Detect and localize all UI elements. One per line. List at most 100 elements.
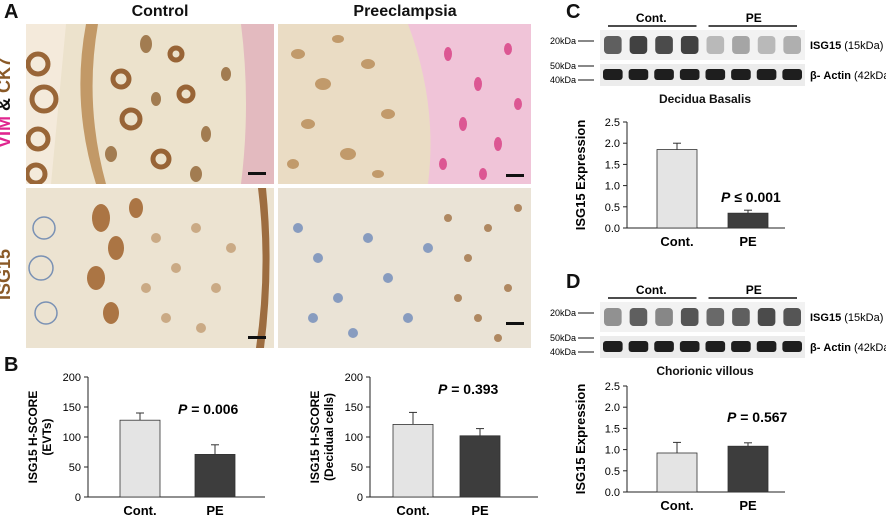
scale-bar [248,172,266,175]
y-axis-label: ISG15 Expression [573,120,588,231]
bar-pe [194,454,236,498]
p-value-annotation: P = 0.567 [727,409,788,425]
bar-pe [727,212,769,229]
isg15-band [757,308,776,326]
isg15-band [732,36,750,54]
y-tick-label: 100 [63,432,81,444]
category-label: Cont. [396,503,429,518]
micrograph-control-isg15 [26,188,274,348]
actin-band [756,341,777,352]
chart-d: 0.0 0.5 1.0 1.5 2.0 2.5 ISG15 Expression Cont. P… [573,381,788,513]
actin-band [782,341,802,352]
isg15-band [783,308,801,326]
isg15-band [629,308,648,326]
category-label: PE [206,503,224,518]
y-tick-label: 1.0 [605,445,620,457]
category-label: Cont. [123,503,156,518]
isg15-band [757,36,776,54]
actin-band [705,69,726,80]
panel-d-letter: D [566,271,581,293]
y-axis-label: ISG15 H-SCORE(EVTs) [26,391,54,484]
y-tick-label: 1.0 [605,181,620,193]
ck7-label: CK7 [0,56,14,93]
bar-cont [656,452,698,493]
actin-band [705,341,726,352]
y-tick-label: 0.0 [605,223,620,235]
bar-pe [727,445,769,493]
marker-40kda: 40kDa [550,75,576,85]
isg15-band [655,36,673,54]
blot-strip-actin [600,336,805,358]
scale-bar [506,322,524,325]
isg15-band [706,36,725,54]
y-axis-label: ISG15 H-SCORE(Decidual cells) [308,391,336,484]
actin-band [654,341,674,352]
bar-cont [119,419,161,498]
col-title-preeclampsia: Preeclampsia [353,3,457,20]
p-value-annotation: P ≤ 0.001 [721,189,781,205]
blot-group-pe: PE [746,283,762,297]
category-label: Cont. [660,498,693,513]
col-title-control: Control [131,3,189,20]
isg15-band [680,36,699,54]
western-blot-c: Cont. PE 20kDa 50kDa 40kDa ISG15 (15kDa) β- Ac… [550,11,886,86]
isg15-band [783,36,801,54]
y-tick-label: 1.5 [605,423,620,435]
y-tick-label: 150 [345,402,363,414]
bar-cont [656,149,698,229]
y-tick-label: 50 [351,462,363,474]
marker-40kda: 40kDa [550,347,576,357]
blot-group-control: Cont. [636,283,667,297]
marker-50kda: 50kDa [550,61,576,71]
row-label-vim-ck7: VIM & CK7 [0,57,15,148]
y-tick-label: 2.0 [605,138,620,150]
panel-c-letter: C [566,1,581,23]
band-label-isg15: ISG15 (15kDa) [810,312,883,324]
y-tick-label: 1.5 [605,159,620,171]
y-tick-label: 0.0 [605,487,620,499]
actin-band [603,69,623,80]
category-label: PE [739,498,757,513]
bar-cont [392,424,434,498]
y-tick-label: 100 [345,432,363,444]
category-label: Cont. [660,234,693,248]
isg15-band [629,36,648,54]
panel-a-letter: A [4,1,19,23]
marker-20kda: 20kDa [550,308,576,318]
actin-band [782,69,802,80]
bar-pe [459,435,501,498]
y-tick-label: 0 [75,492,81,504]
scale-bar [248,336,266,339]
scale-bar [506,174,524,177]
y-tick-label: 200 [345,372,363,384]
y-tick-label: 150 [63,402,81,414]
marker-20kda: 20kDa [550,36,576,46]
western-blot-d: Cont. PE 20kDa 50kDa 40kDa ISG15 (15kDa) β- Ac… [550,283,886,358]
y-tick-label: 0.5 [605,466,620,478]
y-tick-label: 0 [357,492,363,504]
category-label: PE [471,503,489,518]
blot-group-pe: PE [746,11,762,25]
band-label-isg15: ISG15 (15kDa) [810,40,883,52]
actin-band [756,69,777,80]
ampersand-label: & [0,93,14,116]
isg15-band [680,308,699,326]
actin-band [628,69,649,80]
band-label-actin: β- Actin (42kDa) [810,70,886,82]
isg15-band [604,308,622,326]
isg15-band [655,308,673,326]
actin-band [679,69,700,80]
actin-band [603,341,623,352]
band-label-actin: β- Actin (42kDa) [810,342,886,354]
marker-50kda: 50kDa [550,333,576,343]
isg15-band [604,36,622,54]
actin-band [679,341,700,352]
actin-band [731,341,751,352]
micrograph-control-vim-ck7 [26,24,274,184]
blot-group-control: Cont. [636,11,667,25]
actin-band [628,341,649,352]
y-tick-label: 50 [69,462,81,474]
vim-label: VIM [0,115,14,148]
y-tick-label: 2.5 [605,381,620,393]
actin-band [654,69,674,80]
